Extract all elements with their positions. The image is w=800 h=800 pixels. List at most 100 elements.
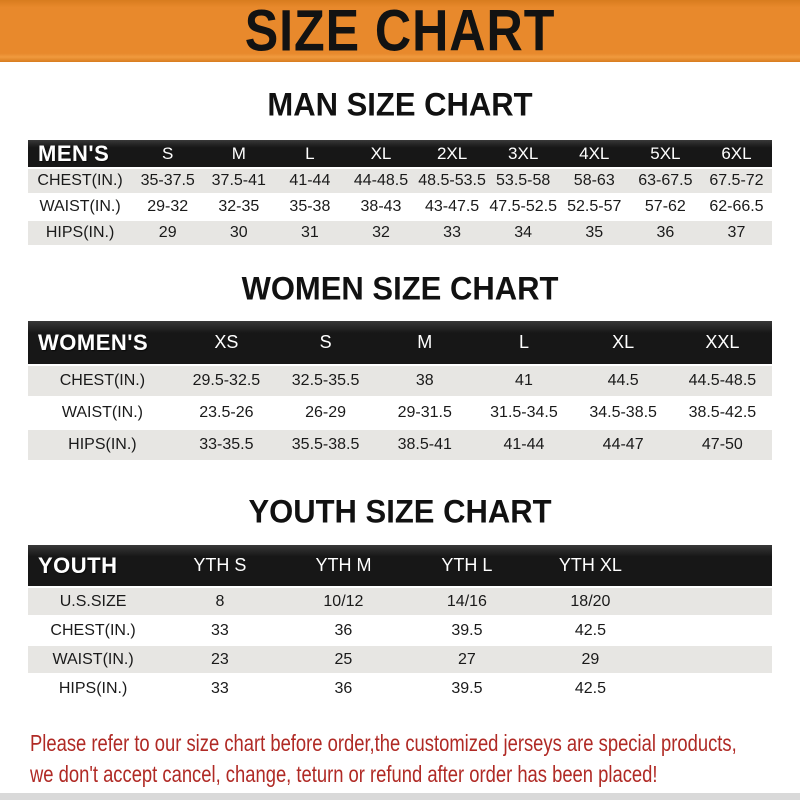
size-value-cell: 25 — [281, 646, 406, 673]
column-header: 5XL — [629, 140, 701, 167]
banner-title: SIZE CHART — [244, 0, 556, 64]
size-value-cell: 29.5-32.5 — [176, 366, 276, 396]
size-section: MAN SIZE CHART MEN'S S M L XL 2XL 3XL 4XL 5XL 6XL C… — [0, 86, 800, 247]
size-value-cell: 42.5 — [574, 621, 606, 639]
row-label: CHEST(IN.) — [28, 366, 177, 396]
column-header: 2XL — [416, 140, 488, 167]
row-label: U.S.SIZE — [28, 588, 159, 615]
size-sections: MAN SIZE CHART MEN'S S M L XL 2XL 3XL 4XL 5XL 6XL C… — [0, 86, 800, 704]
bottom-divider — [0, 793, 800, 800]
size-value-cell: 58-63 — [558, 169, 630, 193]
size-value-cell: 32.5-35.5 — [275, 366, 376, 396]
size-value-cell: 10/12 — [281, 588, 406, 615]
size-value-cell: 36 — [629, 221, 701, 245]
row-label: WAIST(IN.) — [61, 404, 143, 421]
size-value-cell: 35-38 — [289, 198, 331, 215]
row-label: WAIST(IN.) — [39, 198, 121, 215]
size-value-cell: 47.5-52.5 — [489, 198, 557, 215]
section-heading: WOMEN SIZE CHART — [241, 270, 559, 307]
column-header: 4XL — [558, 140, 630, 167]
size-value-cell: 34 — [487, 221, 559, 245]
disclaimer-line-1: Please refer to our size chart before or… — [30, 730, 737, 756]
table-row: HIPS(IN.) 33-35.5 35.5-38.5 38.5-41 41-44 44-… — [28, 430, 772, 460]
column-header: YTH XL — [528, 545, 653, 586]
size-value-cell: 44-48.5 — [345, 169, 417, 193]
row-label: HIPS(IN.) — [28, 221, 133, 245]
row-spacer-cell — [652, 675, 772, 702]
table-row: U.S.SIZE 8 10/12 14/16 18/20 — [28, 588, 772, 615]
size-value-cell: 18/20 — [528, 588, 653, 615]
size-section: WOMEN SIZE CHART WOMEN'S XS S M L XL XXL CHEST(I… — [0, 270, 800, 462]
column-header: 3XL — [487, 140, 559, 167]
column-header: YTH S — [158, 545, 282, 586]
table-header-row: MEN'S S M L XL 2XL 3XL 4XL 5XL 6XL — [28, 140, 772, 167]
table-row: HIPS(IN.) 33 36 39.5 42.5 — [28, 675, 772, 702]
size-value-cell: 23 — [158, 646, 282, 673]
table-title-cell: WOMEN'S — [28, 321, 177, 364]
column-header: XL — [345, 140, 417, 167]
size-value-cell: 52.5-57 — [567, 198, 622, 215]
column-header: L — [474, 321, 574, 364]
column-header: L — [274, 140, 346, 167]
table-row: CHEST(IN.) 35-37.5 37.5-41 41-44 44-48.5 48.5… — [28, 169, 772, 193]
size-value-cell: 37.5-41 — [203, 169, 275, 193]
size-value-cell: 43-47.5 — [424, 198, 480, 215]
size-value-cell: 63-67.5 — [629, 169, 701, 193]
column-header: XL — [573, 321, 673, 364]
column-header: YTH L — [405, 545, 529, 586]
column-header: XXL — [672, 321, 772, 364]
size-value-cell: 38 — [375, 366, 475, 396]
column-header: XS — [176, 321, 276, 364]
row-label: CHEST(IN.) — [28, 169, 133, 193]
size-section: YOUTH SIZE CHART YOUTH YTH S YTH M YTH L YTH … — [0, 493, 800, 704]
size-value-cell: 44.5-48.5 — [672, 366, 772, 396]
size-value-cell: 31 — [274, 221, 346, 245]
size-value-cell: 57-62 — [644, 198, 686, 215]
table-header-row: YOUTH YTH S YTH M YTH L YTH XL — [28, 545, 772, 586]
table-row: WAIST(IN.) 29-32 32-35 35-38 38-43 43-47.5 47.… — [28, 195, 772, 219]
section-heading: MAN SIZE CHART — [267, 86, 533, 123]
size-value-cell: 23.5-26 — [199, 404, 254, 421]
row-label: WAIST(IN.) — [28, 646, 159, 673]
table-row: CHEST(IN.) 29.5-32.5 32.5-35.5 38 41 44.5 44.5… — [28, 366, 772, 396]
size-value-cell: 33-35.5 — [176, 430, 276, 460]
size-value-cell: 14/16 — [405, 588, 529, 615]
size-value-cell: 36 — [334, 621, 353, 639]
size-table: WOMEN'S XS S M L XL XXL CHEST(IN.) 29.5-32.5 32.5… — [28, 319, 772, 462]
size-value-cell: 32-35 — [218, 198, 260, 215]
size-value-cell: 44-47 — [573, 430, 673, 460]
size-value-cell: 32 — [345, 221, 417, 245]
size-value-cell: 26-29 — [305, 404, 347, 421]
size-value-cell: 38.5-42.5 — [688, 404, 757, 421]
size-value-cell: 35-37.5 — [132, 169, 204, 193]
size-value-cell: 27 — [405, 646, 529, 673]
size-value-cell: 41-44 — [474, 430, 574, 460]
size-value-cell: 29-31.5 — [397, 404, 452, 421]
size-value-cell: 33 — [211, 679, 229, 697]
table-row: WAIST(IN.) 23.5-26 26-29 29-31.5 31.5-34.5 34… — [28, 398, 772, 428]
size-value-cell: 36 — [334, 679, 353, 697]
size-value-cell: 33 — [416, 221, 488, 245]
size-value-cell: 44.5 — [573, 366, 673, 396]
size-value-cell: 67.5-72 — [700, 169, 772, 193]
size-table: MEN'S S M L XL 2XL 3XL 4XL 5XL 6XL CHEST(IN.) 35-37… — [28, 138, 772, 247]
column-header: M — [375, 321, 475, 364]
size-chart-banner: SIZE CHART — [0, 0, 800, 64]
size-value-cell: 53.5-58 — [487, 169, 559, 193]
size-value-cell: 41-44 — [274, 169, 346, 193]
size-value-cell: 38-43 — [360, 198, 402, 215]
size-value-cell: 38.5-41 — [375, 430, 475, 460]
row-spacer-cell — [652, 646, 772, 673]
table-row: WAIST(IN.) 23 25 27 29 — [28, 646, 772, 673]
column-header: S — [132, 140, 204, 167]
column-header: 6XL — [700, 140, 772, 167]
row-label: HIPS(IN.) — [58, 679, 128, 697]
size-value-cell: 62-66.5 — [709, 198, 764, 215]
column-header: YTH M — [281, 545, 406, 586]
size-value-cell: 8 — [158, 588, 282, 615]
column-header: M — [203, 140, 275, 167]
section-heading: YOUTH SIZE CHART — [248, 493, 552, 530]
size-value-cell: 34.5-38.5 — [589, 404, 657, 421]
table-title-cell: MEN'S — [28, 140, 133, 167]
